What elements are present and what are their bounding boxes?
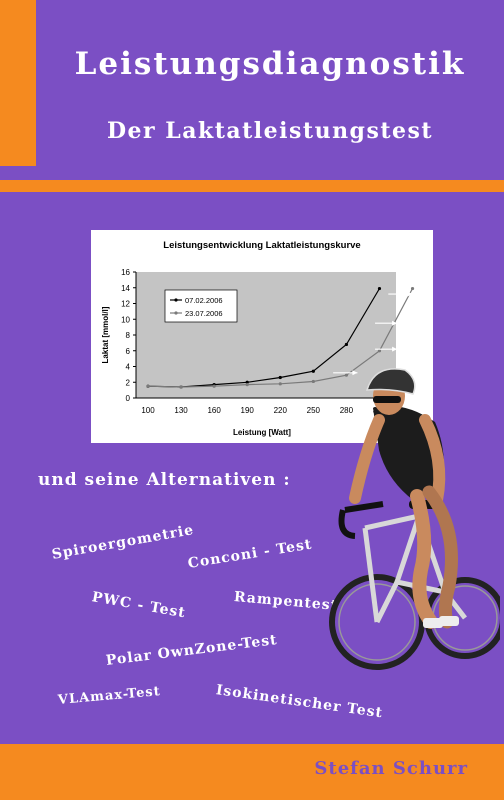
y-axis-label: Laktat [mmol/l] <box>101 306 110 363</box>
cyclist-illustration <box>329 368 500 670</box>
legend-marker-1 <box>174 298 178 302</box>
shift-arrow-head <box>407 291 413 297</box>
series-2-point <box>146 384 150 388</box>
chart-title: Leistungsentwicklung Laktatleistungskurv… <box>163 240 360 251</box>
series-2-point <box>278 382 282 386</box>
series-1-point <box>278 375 282 380</box>
x-tick-label: 250 <box>307 406 321 415</box>
y-tick-label: 12 <box>121 300 130 309</box>
y-tick-label: 0 <box>126 394 131 403</box>
series-2-point <box>212 384 216 388</box>
x-axis-label: Leistung [Watt] <box>233 428 291 437</box>
series-1-point <box>311 369 315 373</box>
series-1-point <box>344 342 348 347</box>
x-tick-label: 100 <box>141 406 155 415</box>
alternative-conconi-test: Conconi - Test <box>186 536 314 572</box>
x-tick-label: 160 <box>207 406 221 415</box>
alternatives-heading: und seine Alternativen : <box>38 470 291 490</box>
y-tick-label: 8 <box>126 331 131 340</box>
series-2-point <box>344 373 348 377</box>
alternative-vlamax-test: VLAmax-Test <box>57 684 162 708</box>
series-2-point <box>311 379 315 384</box>
book-title: Leistungsdiagnostik <box>74 46 466 82</box>
x-tick-label: 280 <box>340 406 354 415</box>
orange-corner-block <box>0 0 36 166</box>
alternative-pwc-test: PWC - Test <box>90 589 187 622</box>
lactate-chart-svg: Leistungsentwicklung Laktatleistungskurv… <box>101 240 415 437</box>
series-2-point <box>377 349 382 353</box>
y-tick-label: 4 <box>126 363 131 372</box>
y-tick-label: 10 <box>121 315 130 324</box>
y-tick-label: 16 <box>121 268 130 277</box>
x-tick-label: 130 <box>174 406 188 415</box>
book-subtitle: Der Laktatleistungstest <box>106 118 434 144</box>
shift-arrow-head <box>352 370 358 376</box>
series-1-point <box>245 380 249 384</box>
y-tick-label: 14 <box>121 284 130 293</box>
y-tick-label: 6 <box>126 347 131 356</box>
author-name: Stefan Schurr <box>314 758 468 779</box>
legend-label-2: 23.07.2006 <box>185 309 223 318</box>
legend-marker-2 <box>174 311 178 315</box>
bottom-band <box>0 744 504 800</box>
shift-arrow-head <box>392 320 398 326</box>
series-2-point <box>179 385 183 389</box>
x-tick-label: 190 <box>241 406 255 415</box>
alternative-rampentest: Rampentest <box>233 589 339 615</box>
x-tick-label: 220 <box>274 406 288 415</box>
shift-arrow-head <box>392 346 398 352</box>
legend-box <box>164 289 238 323</box>
alternative-spiroergometrie: Spiroergometrie <box>50 522 196 563</box>
y-tick-label: 2 <box>126 378 131 387</box>
legend-label-1: 07.02.2006 <box>185 296 223 305</box>
series-2-point <box>245 383 249 387</box>
series-1-point <box>377 286 382 291</box>
orange-divider-stripe <box>0 180 504 192</box>
alternative-polar-ownzone-test: Polar OwnZone-Test <box>105 632 279 669</box>
series-2-point <box>410 286 415 291</box>
